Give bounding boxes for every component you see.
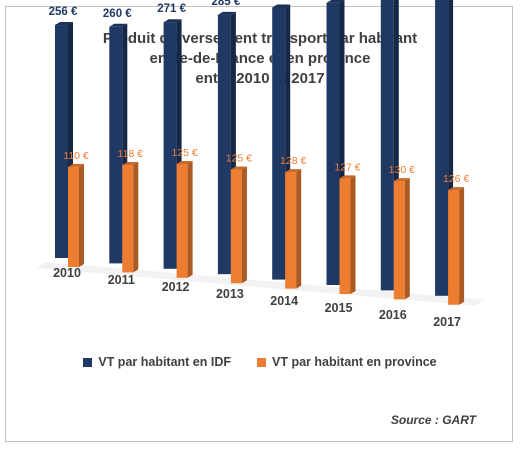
chart-legend: VT par habitant en IDF VT par habitant e… bbox=[0, 355, 520, 369]
bar-province-2010 bbox=[68, 163, 84, 267]
legend-swatch-province bbox=[257, 357, 267, 367]
bar-province-2017 bbox=[448, 187, 465, 305]
bar-province-2012 bbox=[176, 161, 193, 278]
data-label-idf-2011: 260 € bbox=[103, 8, 132, 20]
x-tick-2010: 2010 bbox=[53, 266, 81, 280]
source-note: Source : GART bbox=[390, 413, 476, 427]
data-label-idf-2013: 285 € bbox=[212, 0, 241, 8]
data-label-province-2012: 125 € bbox=[171, 147, 197, 159]
bar-province-2013 bbox=[230, 166, 247, 284]
bar-province-2016 bbox=[393, 178, 410, 300]
legend-item-province: VT par habitant en province bbox=[257, 355, 437, 369]
data-label-province-2015: 127 € bbox=[334, 161, 360, 173]
x-tick-2013: 2013 bbox=[216, 287, 244, 301]
data-label-province-2013: 125 € bbox=[226, 152, 252, 164]
data-label-province-2010: 110 € bbox=[63, 150, 89, 162]
chart-floor bbox=[37, 262, 486, 306]
bar-province-2014 bbox=[285, 169, 302, 289]
data-label-province-2011: 118 € bbox=[118, 148, 144, 160]
x-tick-2014: 2014 bbox=[270, 294, 298, 308]
legend-label-province: VT par habitant en province bbox=[272, 355, 437, 369]
x-tick-2017: 2017 bbox=[433, 315, 461, 329]
data-label-province-2017: 126 € bbox=[443, 173, 469, 185]
bar-province-2011 bbox=[122, 162, 139, 273]
chart-frame bbox=[5, 6, 513, 442]
data-label-idf-2010: 256 € bbox=[49, 6, 78, 18]
data-label-province-2014: 128 € bbox=[280, 155, 306, 167]
data-label-idf-2012: 271 € bbox=[157, 3, 186, 15]
x-tick-2016: 2016 bbox=[379, 308, 407, 322]
bar-province-2015 bbox=[339, 175, 356, 294]
chart-title-line-2: en Île-de-France et en province bbox=[149, 50, 371, 67]
x-tick-2015: 2015 bbox=[325, 301, 353, 315]
data-label-province-2016: 130 € bbox=[389, 164, 415, 176]
legend-label-idf: VT par habitant en IDF bbox=[98, 355, 232, 369]
legend-item-idf: VT par habitant en IDF bbox=[83, 355, 231, 369]
legend-swatch-idf bbox=[83, 357, 93, 367]
x-tick-2011: 2011 bbox=[108, 273, 135, 287]
data-label-idf-2014: 299 € bbox=[266, 0, 295, 1]
x-tick-2012: 2012 bbox=[162, 280, 190, 294]
